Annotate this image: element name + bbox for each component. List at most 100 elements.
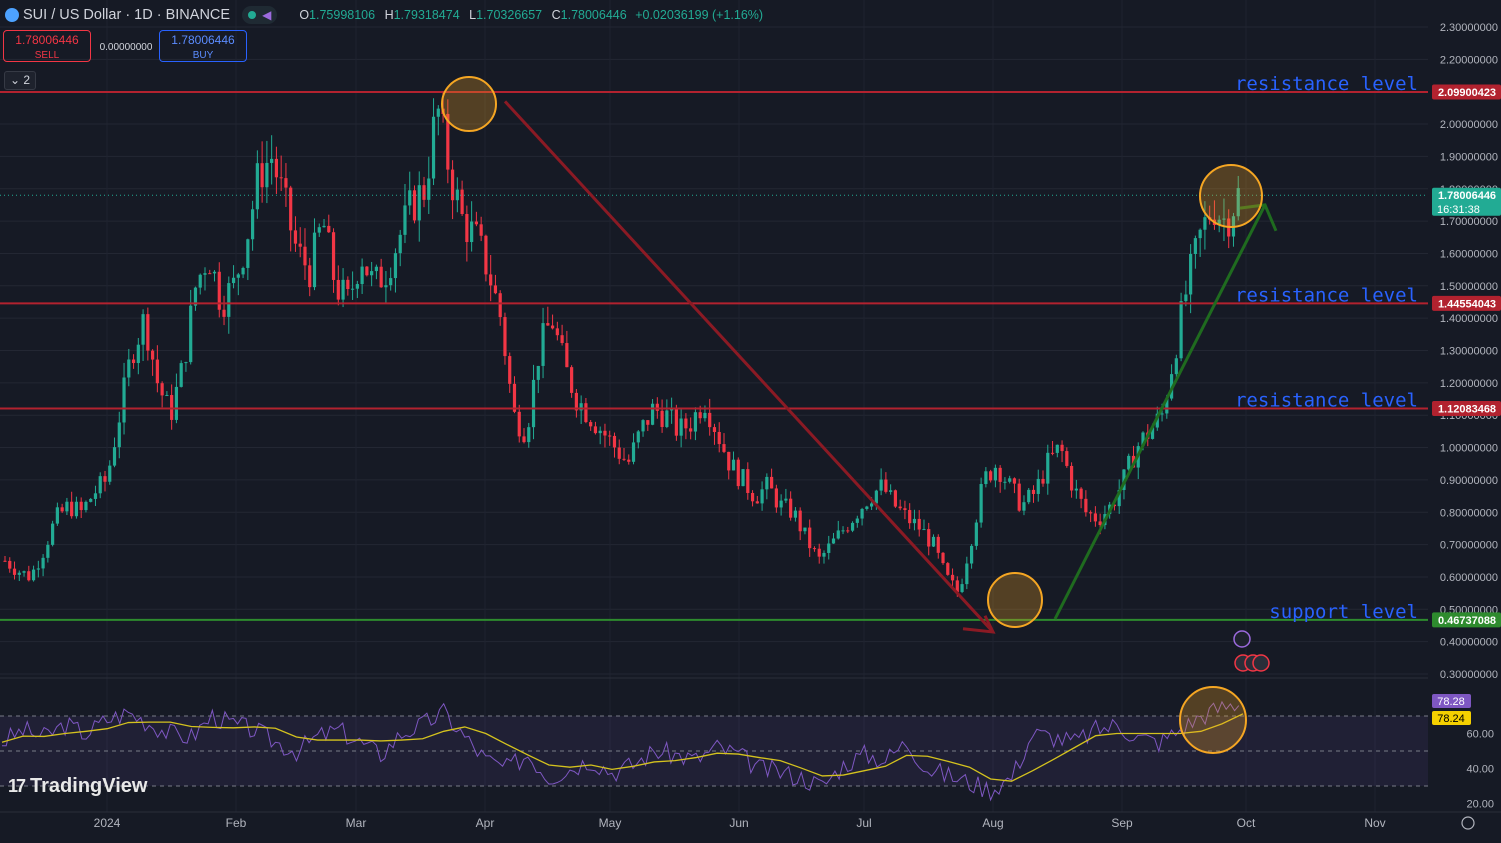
candle-body (874, 490, 878, 504)
candle-body (684, 418, 688, 429)
tradingview-logo[interactable]: 17 TradingView (8, 775, 148, 797)
candle-body (31, 569, 36, 581)
candle-body (322, 225, 326, 228)
price-tick: 2.00000000 (1440, 119, 1498, 131)
candle-body (736, 459, 740, 487)
candle-body (55, 507, 59, 524)
price-tick: 0.70000000 (1440, 540, 1498, 552)
downtrend-arrowhead (962, 615, 996, 634)
candle-body (489, 274, 493, 286)
candle-body (374, 266, 378, 272)
candle-body (17, 572, 21, 575)
candle-body (779, 500, 783, 508)
candle-body (1127, 455, 1131, 470)
candle-body (260, 163, 264, 188)
sell-button[interactable]: 1.78006446 SELL (3, 30, 91, 62)
buy-button[interactable]: 1.78006446 BUY (159, 30, 247, 62)
rsi-ma-line (1, 713, 1244, 782)
candle-body (589, 422, 593, 427)
candle-body (898, 506, 902, 509)
price-tick: 1.60000000 (1440, 248, 1498, 260)
candle-body (255, 163, 259, 210)
candle-body (265, 162, 269, 188)
candle-body (131, 359, 136, 364)
time-axis[interactable]: 2024 Feb Mar Apr May Jun Jul Aug Sep Oct Nov (94, 816, 1475, 830)
candle-body (674, 409, 678, 436)
candle-body (1022, 502, 1026, 511)
candle-body (617, 447, 621, 459)
candle-body (960, 584, 964, 592)
candle-body (860, 508, 864, 519)
candle-body (1174, 358, 1178, 375)
candle-body (503, 317, 507, 357)
candle-body (817, 548, 821, 557)
candle-body (365, 266, 369, 276)
symbol-title[interactable]: SUI / US Dollar · 1D · BINANCE (23, 7, 231, 23)
price-tick: 2.30000000 (1440, 22, 1498, 34)
time-tick: Aug (982, 816, 1003, 830)
candle-body (184, 362, 188, 364)
event-flash-icon (1233, 630, 1251, 648)
candle-body (760, 489, 764, 504)
price-tick: 0.60000000 (1440, 572, 1498, 584)
highlight-circle (1199, 164, 1263, 228)
candle-body (179, 363, 183, 387)
settings-gear-icon (1461, 816, 1475, 830)
candle-body (1012, 478, 1017, 484)
candle-body (884, 479, 888, 492)
candle-body (955, 580, 959, 592)
candle-body (803, 527, 807, 532)
candle-body (650, 403, 655, 425)
candle-body (1236, 188, 1240, 217)
indicators-toggle[interactable]: ⌄ 2 (4, 71, 36, 90)
candle-body (279, 177, 283, 179)
candle-body (879, 479, 883, 491)
candle-body (1193, 238, 1197, 254)
candle-body (1112, 504, 1117, 507)
candle-body (1184, 294, 1188, 302)
candle-body (979, 484, 983, 523)
candle-body (603, 430, 607, 436)
price-label (1432, 295, 1501, 311)
candle-body (584, 403, 588, 423)
price-tick: 1.30000000 (1440, 346, 1498, 358)
candle-body (450, 169, 455, 201)
candle-body (46, 544, 50, 558)
candle-body (912, 518, 917, 524)
candle-body (241, 267, 245, 275)
price-label-text: 0.46737088 (1438, 615, 1496, 627)
highlight-circle (1179, 686, 1247, 754)
candle-body (750, 492, 755, 502)
candle-body (550, 325, 555, 329)
candle-body (251, 209, 255, 240)
candle-body (1069, 465, 1074, 491)
candle-body (360, 266, 364, 285)
candle-body (270, 158, 274, 163)
candle-body (1050, 452, 1055, 454)
rsi-ma-text: 78.24 (1437, 713, 1465, 725)
candle-body (827, 543, 831, 553)
candle-body (460, 189, 464, 214)
level-label: resistance level (1235, 284, 1418, 306)
candle-body (1093, 513, 1097, 522)
price-axis[interactable]: 0.300000000.400000000.500000000.60000000… (1432, 22, 1501, 811)
candle-body (1065, 451, 1069, 466)
candle-body (227, 283, 231, 317)
rsi-value-text: 78.28 (1437, 696, 1465, 708)
candle-body (298, 243, 302, 247)
change: +0.02036199 (+1.16%) (635, 8, 764, 22)
candle-body (622, 458, 626, 460)
candle-body (412, 190, 417, 221)
candle-body (136, 344, 140, 364)
market-status[interactable]: ◀ (242, 6, 278, 24)
highlight-circle (441, 76, 497, 132)
candle-body (1041, 478, 1045, 484)
candle-body (722, 444, 726, 452)
time-tick: Mar (346, 816, 367, 830)
candle-body (984, 471, 988, 485)
candle-body (303, 246, 307, 266)
candle-body (1074, 488, 1078, 491)
candle-body (151, 350, 155, 360)
candle-body (708, 412, 712, 428)
